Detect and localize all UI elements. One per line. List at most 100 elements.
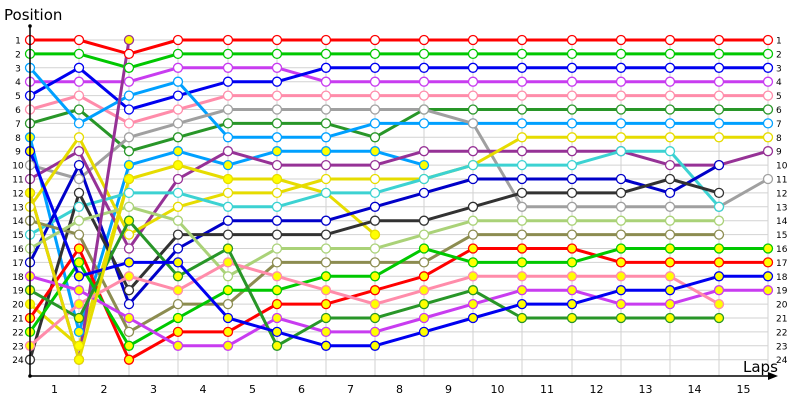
data-point xyxy=(566,104,578,115)
data-point xyxy=(123,187,135,199)
y-tick-label: 13 xyxy=(12,203,23,213)
y-tick-label: 15 xyxy=(12,231,23,241)
y-tick-label: 11 xyxy=(776,176,787,186)
data-point xyxy=(320,257,332,268)
data-point xyxy=(615,271,627,282)
data-point xyxy=(762,90,774,101)
data-point xyxy=(664,285,676,296)
data-point xyxy=(369,62,381,73)
y-tick-label: 7 xyxy=(776,120,782,130)
data-point xyxy=(516,257,528,268)
data-point xyxy=(762,173,774,185)
data-point xyxy=(418,285,430,296)
data-point xyxy=(222,159,234,171)
data-point xyxy=(172,104,184,115)
data-point xyxy=(615,173,627,185)
y-tick-label: 12 xyxy=(12,189,23,199)
x-tick-label: 1 xyxy=(51,383,58,396)
data-point xyxy=(222,34,234,46)
data-point xyxy=(123,104,135,115)
series-line-magenta-yellow xyxy=(29,274,768,348)
data-point xyxy=(222,285,234,296)
data-point xyxy=(516,312,528,324)
data-point xyxy=(271,243,283,254)
data-point xyxy=(222,62,234,73)
data-point xyxy=(123,312,135,324)
data-point xyxy=(467,146,479,157)
data-point xyxy=(369,257,381,268)
data-point xyxy=(664,298,676,310)
y-tick-label: 4 xyxy=(776,78,782,88)
y-tick-label: 6 xyxy=(15,106,21,116)
x-tick-label: 10 xyxy=(491,383,505,396)
data-point xyxy=(320,146,332,157)
data-point xyxy=(73,132,85,143)
data-point xyxy=(172,285,184,296)
data-point xyxy=(320,173,332,185)
data-point xyxy=(516,298,528,310)
y-axis-label: Position xyxy=(4,6,62,24)
x-tick-label: 14 xyxy=(688,383,702,396)
y-tick-label: 15 xyxy=(776,231,787,241)
data-point xyxy=(615,229,627,240)
data-point xyxy=(762,34,774,46)
y-tick-label: 21 xyxy=(776,315,787,325)
data-point xyxy=(369,48,381,60)
data-point xyxy=(467,104,479,115)
data-point xyxy=(271,229,283,240)
x-tick-label: 15 xyxy=(737,383,751,396)
y-tick-label: 17 xyxy=(12,259,23,269)
data-point xyxy=(615,298,627,310)
data-point xyxy=(172,257,184,268)
data-point xyxy=(418,243,430,254)
data-point xyxy=(566,62,578,73)
data-point xyxy=(73,354,85,365)
data-point xyxy=(73,90,85,101)
data-point xyxy=(123,271,135,282)
data-point xyxy=(271,271,283,282)
data-point xyxy=(467,257,479,268)
data-point xyxy=(664,312,676,324)
data-point xyxy=(664,243,676,254)
data-point xyxy=(271,285,283,296)
data-point xyxy=(123,229,135,240)
data-point xyxy=(467,201,479,212)
data-point xyxy=(172,229,184,240)
data-point xyxy=(713,229,725,240)
data-point xyxy=(369,340,381,351)
y-tick-label: 23 xyxy=(776,342,787,352)
data-point xyxy=(615,312,627,324)
data-point xyxy=(320,132,332,143)
data-point xyxy=(516,90,528,101)
y-tick-label: 5 xyxy=(15,92,21,102)
data-point xyxy=(73,173,85,185)
data-point xyxy=(566,285,578,296)
data-point xyxy=(516,159,528,171)
data-point xyxy=(418,62,430,73)
x-tick-label: 12 xyxy=(590,383,604,396)
data-point xyxy=(467,285,479,296)
data-point xyxy=(73,271,85,282)
data-point xyxy=(172,132,184,143)
data-point xyxy=(664,62,676,73)
y-tick-label: 19 xyxy=(12,287,24,297)
data-point xyxy=(369,146,381,157)
y-tick-label: 24 xyxy=(776,356,788,366)
data-point xyxy=(222,257,234,268)
data-point xyxy=(516,62,528,73)
data-point xyxy=(566,132,578,143)
data-point xyxy=(123,159,135,171)
data-point xyxy=(418,48,430,60)
x-tick-label: 13 xyxy=(639,383,653,396)
data-point xyxy=(271,326,283,338)
data-point xyxy=(73,104,85,115)
y-tick-label: 2 xyxy=(776,50,782,60)
y-tick-label: 3 xyxy=(776,64,782,74)
data-point xyxy=(369,215,381,226)
data-point xyxy=(664,90,676,101)
data-point xyxy=(123,201,135,212)
data-point xyxy=(418,146,430,157)
data-point xyxy=(516,34,528,46)
data-point xyxy=(172,187,184,199)
